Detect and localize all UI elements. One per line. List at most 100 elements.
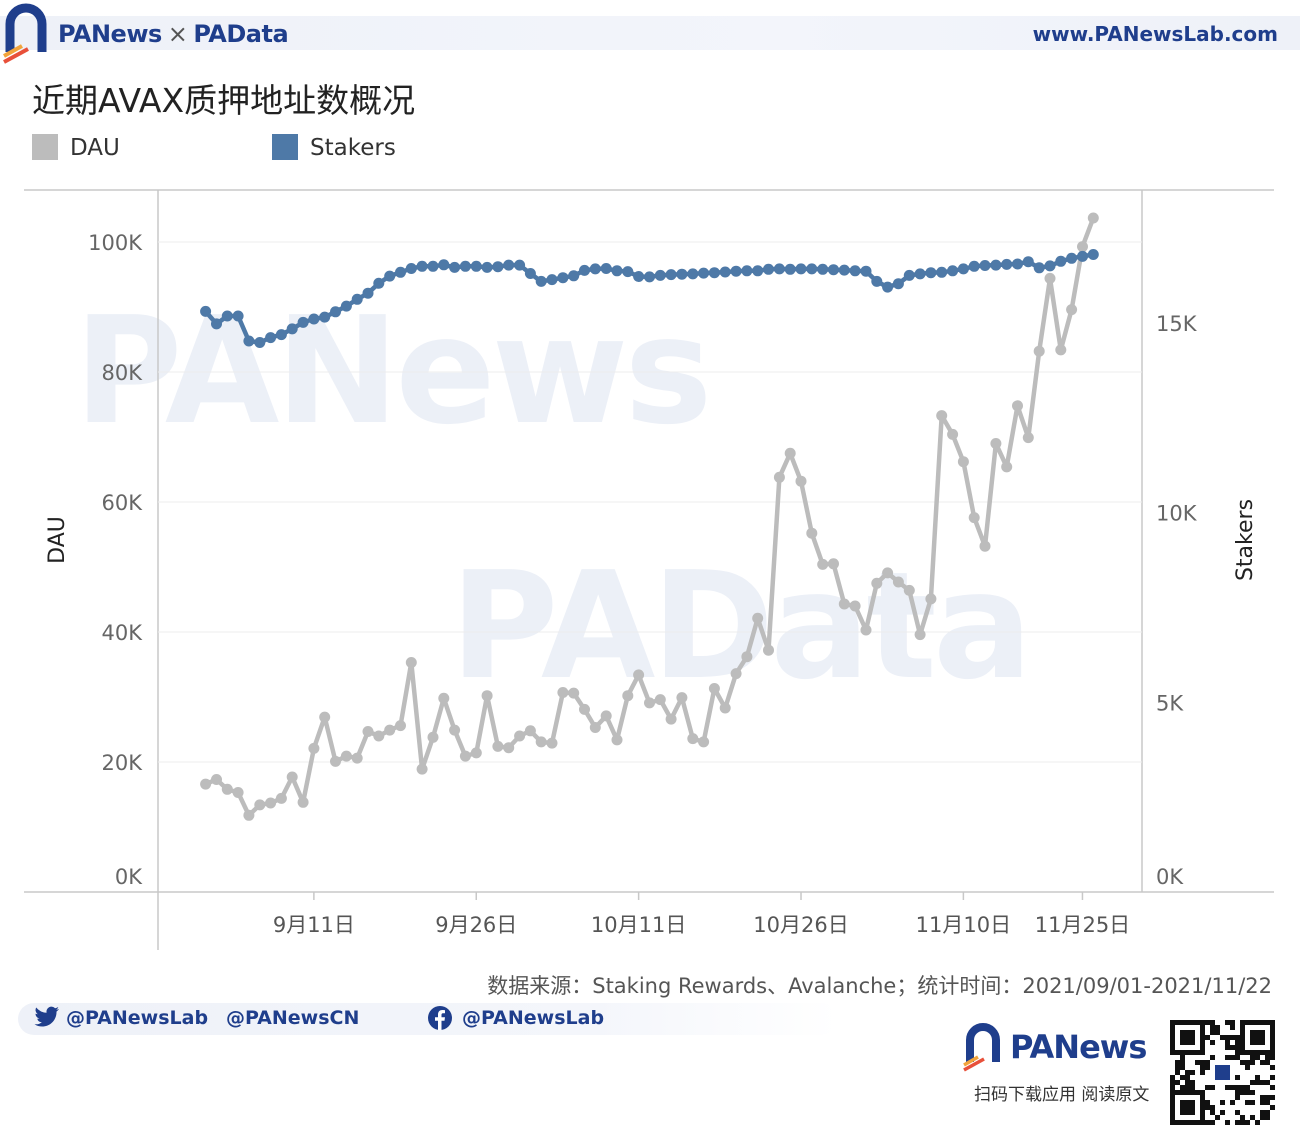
- qr-module: [1205, 1065, 1210, 1070]
- stakers-point: [1066, 252, 1078, 264]
- stakers-point: [838, 264, 850, 276]
- stakers-point: [579, 264, 590, 276]
- dau-point: [1001, 461, 1013, 473]
- x-tick-label: 9月26日: [435, 913, 517, 937]
- header-bar: [0, 16, 1300, 50]
- qr-module: [1260, 1080, 1265, 1085]
- stakers-point: [817, 263, 829, 275]
- dau-point: [892, 576, 904, 588]
- qr-module: [1205, 1020, 1210, 1025]
- qr-module: [1225, 1055, 1230, 1060]
- stakers-point: [1022, 256, 1034, 268]
- facebook-handle[interactable]: @PANewsLab: [462, 1007, 605, 1029]
- dau-point: [708, 683, 720, 694]
- dau-point: [319, 711, 331, 723]
- qr-module: [1270, 1105, 1275, 1110]
- stakers-point: [265, 332, 277, 344]
- stakers-point: [1044, 260, 1056, 272]
- stakers-point: [741, 265, 753, 277]
- qr-module: [1250, 1060, 1255, 1065]
- qr-module: [1205, 1100, 1210, 1105]
- dau-point: [633, 669, 645, 681]
- dau-point: [1066, 304, 1078, 316]
- qr-module: [1270, 1085, 1275, 1090]
- dau-point: [481, 690, 493, 702]
- dau-point: [676, 692, 688, 704]
- qr-module: [1225, 1085, 1230, 1090]
- stakers-point: [708, 267, 720, 279]
- stakers-point: [752, 265, 764, 277]
- stakers-point: [351, 293, 363, 305]
- twitter-handle-panewscn[interactable]: @PANewsCN: [226, 1007, 360, 1029]
- stakers-point: [1055, 255, 1067, 267]
- stakers-point: [438, 259, 450, 271]
- stakers-point: [665, 269, 677, 281]
- qr-module: [1230, 1085, 1235, 1090]
- qr-module: [1250, 1030, 1265, 1045]
- y-right-tick-label: 5K: [1156, 691, 1184, 715]
- stakers-point: [470, 260, 482, 272]
- qr-module: [1175, 1070, 1180, 1075]
- qr-module: [1265, 1110, 1270, 1115]
- qr-module: [1215, 1115, 1220, 1120]
- twitter-icon: [34, 1006, 59, 1027]
- dau-point: [514, 730, 526, 742]
- dau-point: [275, 792, 287, 804]
- dau-point: [741, 651, 753, 663]
- dau-point: [849, 600, 861, 612]
- qr-module: [1185, 1080, 1190, 1085]
- dau-point: [903, 584, 915, 596]
- y-right-tick-label: 0K: [1156, 865, 1184, 889]
- y-right-tick-label: 10K: [1156, 502, 1198, 526]
- stakers-point: [449, 261, 461, 273]
- qr-module: [1180, 1060, 1185, 1065]
- qr-module: [1260, 1060, 1265, 1065]
- x-tick-label: 11月10日: [916, 913, 1011, 937]
- facebook-icon: [428, 1006, 452, 1030]
- stakers-point: [828, 264, 839, 276]
- qr-module: [1210, 1085, 1215, 1090]
- qr-module: [1210, 1030, 1215, 1035]
- qr-module: [1200, 1065, 1205, 1070]
- dau-point: [871, 577, 883, 589]
- qr-module: [1235, 1045, 1240, 1050]
- qr-code-icon[interactable]: [1170, 1020, 1275, 1125]
- qr-module: [1180, 1030, 1195, 1045]
- y-axis-right-label: Stakers: [1233, 499, 1258, 581]
- qr-module: [1235, 1120, 1240, 1125]
- legend-item-stakers: Stakers: [272, 134, 396, 161]
- dau-point: [535, 736, 547, 748]
- dau-point: [265, 797, 277, 809]
- qr-module: [1220, 1110, 1225, 1115]
- stakers-point: [849, 265, 861, 277]
- stakers-point: [936, 266, 948, 278]
- stakers-point: [297, 316, 309, 328]
- qr-module: [1230, 1035, 1235, 1040]
- qr-module: [1210, 1025, 1215, 1030]
- dau-point: [211, 774, 222, 785]
- dau-point: [828, 558, 839, 570]
- dau-point: [1044, 272, 1056, 284]
- panews-logo-icon: [3, 3, 47, 64]
- stakers-point: [882, 281, 894, 293]
- qr-module: [1205, 1060, 1210, 1065]
- qr-module: [1250, 1115, 1255, 1120]
- stakers-point: [1012, 258, 1023, 270]
- stakers-point: [763, 263, 774, 275]
- dau-point: [557, 687, 569, 698]
- stakers-point: [860, 265, 872, 277]
- qr-module: [1240, 1120, 1245, 1125]
- qr-module: [1245, 1060, 1250, 1065]
- qr-module: [1230, 1025, 1235, 1030]
- qr-module: [1190, 1085, 1195, 1090]
- qr-module: [1180, 1055, 1185, 1060]
- website-link[interactable]: www.PANewsLab.com: [1032, 22, 1278, 46]
- dau-point: [1055, 344, 1067, 356]
- x-tick-label: 10月11日: [591, 913, 686, 937]
- dau-point: [286, 771, 298, 783]
- dau-point: [449, 724, 461, 736]
- dau-point: [243, 809, 255, 821]
- dau-point: [589, 722, 601, 733]
- dau-point: [470, 747, 482, 759]
- twitter-handle-panewslab[interactable]: @PANewsLab: [66, 1007, 209, 1029]
